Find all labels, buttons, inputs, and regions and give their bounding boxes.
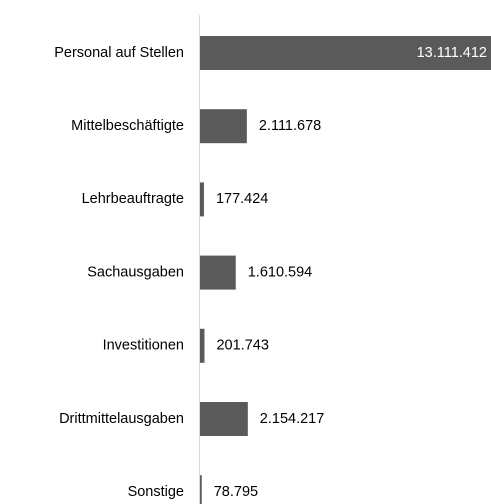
bar xyxy=(200,109,247,144)
bar xyxy=(200,402,248,436)
bar xyxy=(200,36,491,70)
bar xyxy=(200,328,205,363)
category-label: Mittelbeschäftigte xyxy=(71,118,184,134)
bar xyxy=(200,475,202,504)
value-label: 13.111.412 xyxy=(417,45,487,61)
value-label: 2.154.217 xyxy=(260,411,325,427)
category-label: Personal auf Stellen xyxy=(54,45,184,61)
category-label: Lehrbeauftragte xyxy=(82,191,184,207)
value-label: 177.424 xyxy=(216,191,268,207)
value-label: 78.795 xyxy=(214,484,258,500)
bar xyxy=(200,182,204,217)
bar xyxy=(200,255,236,290)
category-label: Sonstige xyxy=(128,484,184,500)
category-label: Investitionen xyxy=(103,338,184,354)
value-label: 2.111.678 xyxy=(259,118,321,134)
category-label: Drittmittelausgaben xyxy=(59,411,184,427)
category-label: Sachausgaben xyxy=(87,264,184,280)
value-label: 201.743 xyxy=(216,338,268,354)
value-label: 1.610.594 xyxy=(248,264,313,280)
